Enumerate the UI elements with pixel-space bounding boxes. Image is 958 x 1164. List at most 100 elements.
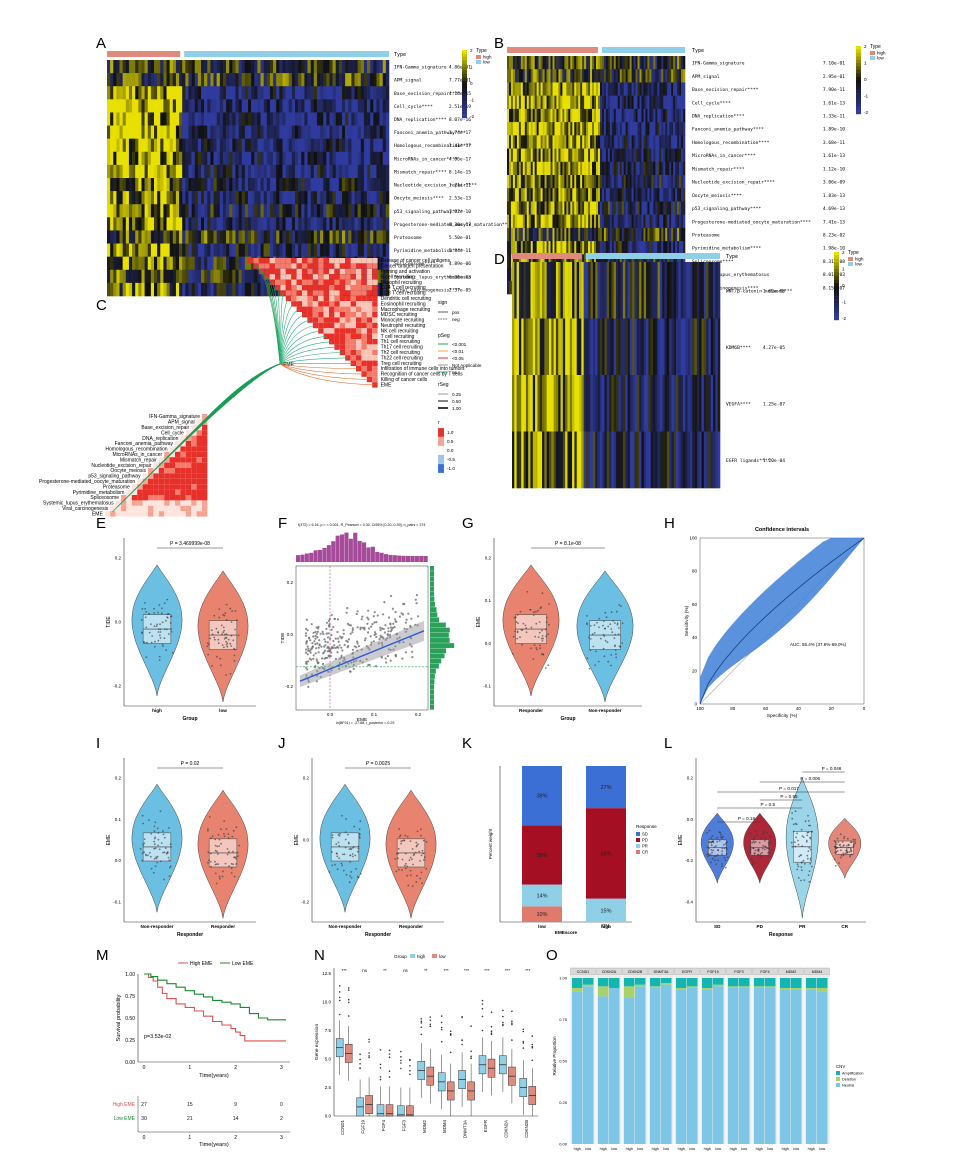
corr-cell: [121, 511, 127, 517]
data-point: [164, 628, 166, 630]
hist-bar-top: [300, 554, 305, 562]
heatmap-cell: [611, 175, 615, 189]
heatmap-cell: [285, 204, 290, 218]
heatmap-cell: [629, 375, 633, 432]
heatmap-cell: [605, 161, 609, 176]
heatmap-cell: [160, 191, 164, 205]
heatmap-cell: [216, 282, 221, 297]
heatmap-cell: [351, 151, 355, 166]
heatmap-cell: [669, 148, 672, 163]
heatmap-cell: [659, 227, 662, 242]
corr-cell: [334, 306, 340, 312]
heatmap-cell: [323, 86, 327, 100]
heatmap-cell: [585, 375, 589, 432]
heatmap-cell: [141, 125, 145, 139]
heatmap-cell: [546, 201, 549, 215]
legend-pseg-label: <0.01: [452, 349, 464, 354]
heatmap-cell: [260, 86, 264, 100]
heatmap-cell: [627, 175, 630, 189]
heatmap-cell: [685, 431, 688, 489]
data-point: [166, 598, 169, 601]
heatmap-cell: [645, 254, 648, 268]
heatmap-cell: [326, 204, 330, 218]
heatmap-cell: [692, 318, 695, 376]
scale-step: [856, 100, 861, 104]
heatmap-cell: [320, 125, 324, 139]
heatmap-cell: [544, 318, 547, 376]
heatmap-cell: [590, 108, 593, 123]
heatmap-cell: [706, 318, 709, 376]
data-point: [222, 631, 225, 634]
heatmap-cell: [581, 375, 584, 432]
heatmap-cell: [310, 151, 315, 166]
scatter-point: [369, 635, 372, 638]
heatmap-cell: [671, 227, 674, 242]
corr-cell: [202, 424, 208, 431]
heatmap-cell: [282, 164, 286, 179]
heatmap-cell: [586, 82, 589, 96]
heatmap-cell: [592, 161, 595, 176]
heatmap-cell: [204, 217, 208, 231]
heatmap-cell: [629, 56, 632, 70]
heatmap-cell: [665, 175, 668, 189]
heatmap-cell: [113, 243, 117, 257]
heatmap-cell: [530, 69, 534, 83]
heatmap-cell: [291, 86, 296, 100]
heatmap-cell: [687, 375, 691, 432]
scale-step: [834, 292, 839, 297]
heatmap-cell: [257, 60, 261, 74]
legend-r-title: r: [438, 420, 440, 426]
heatmap-cell: [570, 241, 573, 255]
heatmap-cell: [617, 82, 621, 96]
heatmap-cell: [516, 318, 520, 376]
heatmap-cell: [216, 204, 221, 218]
corr-cell: [175, 500, 181, 506]
hist-bar-top: [392, 555, 397, 562]
heatmap-cell: [157, 112, 161, 126]
p-value-label: P = 3.469999e-08: [170, 541, 210, 547]
heatmap-cell: [622, 262, 626, 319]
heatmap-cell: [681, 82, 684, 96]
heatmap-cell: [578, 148, 581, 163]
heatmap-cell: [313, 138, 318, 153]
heatmap-cell: [288, 243, 293, 257]
corr-cell: [329, 306, 335, 312]
heatmap-cell: [298, 178, 302, 192]
heatmap-cell: [564, 241, 567, 255]
heatmap-cell: [669, 375, 672, 432]
heatmap-cell: [266, 204, 271, 218]
heatmap-cell: [382, 151, 387, 166]
heatmap-cell: [601, 175, 605, 189]
heatmap-cell: [645, 175, 648, 189]
heatmap-cell: [263, 204, 268, 218]
heatmap-row: [512, 262, 721, 319]
heatmap-cell: [681, 227, 684, 242]
heatmap-cell: [122, 73, 127, 87]
heatmap-cell: [649, 56, 652, 70]
heatmap-cell: [592, 241, 595, 255]
corr-right-label: Eosinophil recruiting: [381, 301, 426, 307]
heatmap-cell: [141, 99, 145, 113]
heatmap-cell: [279, 60, 283, 74]
heatmap-cell: [157, 230, 161, 244]
heatmap-cell: [169, 151, 174, 166]
data-point: [161, 643, 164, 646]
data-point: [153, 625, 156, 628]
heatmap-row-pvalue: 8.30e-17: [449, 222, 471, 228]
heatmap-cell: [157, 151, 161, 166]
heatmap-cell: [586, 135, 589, 149]
heatmap-cell: [659, 254, 662, 268]
heatmap-cell: [172, 282, 177, 297]
heatmap-cell: [599, 175, 603, 189]
heatmap-cell: [251, 282, 255, 297]
heatmap-cell: [540, 188, 543, 202]
corr-cell: [356, 285, 362, 291]
heatmap-cell: [584, 56, 587, 70]
heatmap-cell: [128, 60, 133, 74]
hist-bar-top: [340, 534, 345, 562]
heatmap-cell: [671, 175, 674, 189]
heatmap-row-pvalue: 5.84e-11: [449, 248, 471, 254]
data-point: [232, 639, 235, 642]
heatmap-cell: [576, 262, 580, 319]
